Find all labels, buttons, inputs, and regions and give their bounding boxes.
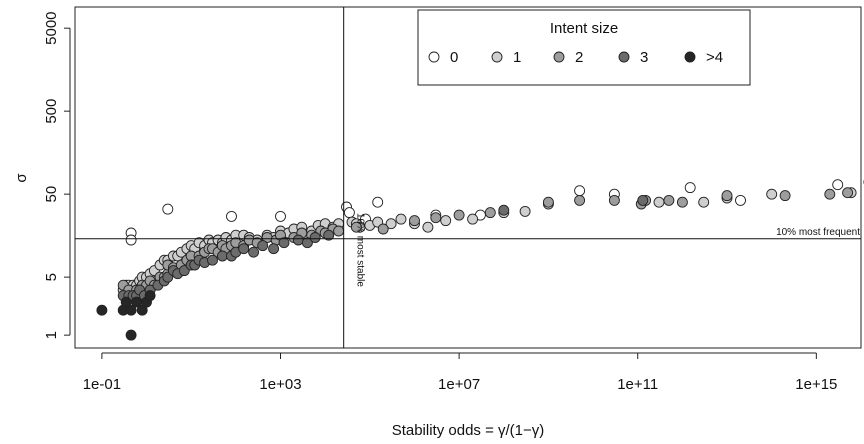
data-point [698, 196, 710, 208]
data-point [766, 188, 778, 200]
data-point [238, 243, 250, 255]
y-tick-label: 1 [43, 331, 60, 339]
data-point [278, 237, 290, 249]
legend-marker [618, 51, 630, 63]
legend-box [417, 9, 751, 86]
data-point [684, 182, 696, 194]
data-point [735, 194, 746, 206]
data-point [268, 243, 280, 255]
data-point [333, 225, 345, 237]
points-layer [96, 179, 864, 341]
data-point [824, 188, 836, 200]
x-tick-label: 1e+11 [617, 376, 658, 393]
y-tick-label: 50 [43, 186, 60, 203]
data-point [275, 210, 286, 222]
legend: Intent size 0 1 2 3 >4 [417, 9, 751, 86]
data-point [248, 246, 260, 258]
data-point [125, 234, 137, 246]
y-tick-label: 5000 [43, 11, 60, 44]
reference-label-vertical: 10% most stable [355, 213, 366, 287]
data-point [409, 215, 420, 227]
data-point [498, 204, 510, 216]
data-point [467, 213, 479, 225]
data-point [453, 209, 465, 221]
data-point [440, 215, 452, 227]
data-point [162, 203, 174, 215]
y-tick-label: 500 [43, 99, 60, 124]
data-point [343, 207, 355, 219]
legend-marker [428, 51, 440, 63]
data-point [663, 194, 675, 206]
data-point [422, 221, 434, 233]
data-point [292, 234, 304, 246]
data-point [574, 194, 586, 206]
legend-marker [553, 51, 565, 63]
data-point [226, 210, 237, 222]
legend-label: 3 [640, 49, 648, 66]
data-point [96, 304, 108, 316]
legend-label: 0 [450, 49, 458, 66]
x-tick-label: 1e-01 [83, 376, 121, 393]
data-point [676, 196, 688, 208]
data-point [608, 194, 620, 206]
x-tick-label: 1e+03 [259, 376, 301, 393]
legend-title: Intent size [550, 20, 618, 37]
plot-frame [74, 6, 862, 349]
data-point [125, 304, 137, 316]
data-point [842, 187, 854, 199]
legend-marker [491, 51, 503, 63]
data-point [542, 196, 554, 208]
data-point [216, 250, 228, 262]
data-point [484, 207, 496, 219]
y-axis-title: σ [13, 173, 30, 183]
legend-marker [684, 51, 696, 63]
data-point [385, 218, 397, 230]
data-point [309, 232, 321, 243]
series-gt4 [96, 290, 156, 341]
data-point [832, 179, 844, 191]
data-point [372, 196, 384, 208]
legend-label: >4 [706, 49, 723, 66]
data-point [257, 240, 269, 252]
data-point [301, 237, 313, 249]
data-point [637, 194, 649, 206]
legend-label: 2 [575, 49, 583, 66]
series-3 [117, 194, 649, 302]
data-point [574, 185, 586, 197]
data-point [144, 290, 156, 302]
data-point [653, 196, 665, 208]
data-point [721, 190, 733, 202]
axes: 1e-01 1e+03 1e+07 1e+11 1e+15 1 5 50 500 5000 [43, 11, 837, 393]
data-point [430, 212, 442, 224]
data-point [377, 223, 389, 235]
x-axis-title: Stability odds = γ/(1−γ) [392, 422, 545, 439]
data-point [323, 229, 335, 241]
x-tick-label: 1e+15 [795, 376, 837, 393]
legend-label: 1 [513, 49, 521, 66]
reference-lines: 10% most stable 10% most frequent [75, 7, 861, 348]
data-point [125, 329, 137, 341]
data-point [395, 213, 407, 225]
y-tick-label: 5 [43, 273, 60, 281]
data-point [350, 221, 362, 233]
data-point [519, 205, 531, 217]
reference-label-horizontal: 10% most frequent [776, 227, 860, 238]
x-tick-label: 1e+07 [438, 376, 480, 393]
data-point [207, 254, 218, 266]
data-point [779, 190, 791, 202]
